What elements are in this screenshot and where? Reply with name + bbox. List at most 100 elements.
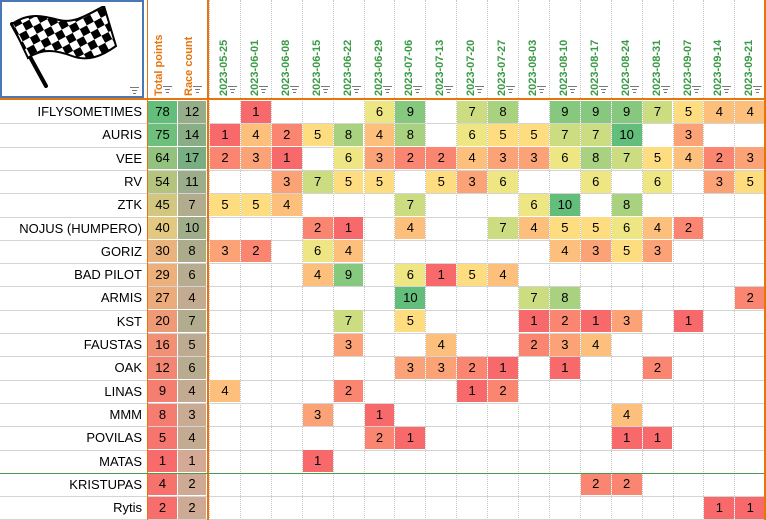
pilot-name: Rytis bbox=[113, 500, 142, 516]
date-header: 2023-08-03 bbox=[527, 39, 539, 96]
filter-dropdown-icon[interactable] bbox=[163, 85, 172, 94]
pilot-name: MATAS bbox=[99, 453, 142, 469]
filter-dropdown-icon[interactable] bbox=[228, 85, 237, 94]
filter-dropdown-icon[interactable] bbox=[475, 85, 485, 94]
race-result-cell: 9 bbox=[580, 100, 611, 123]
row-divider bbox=[0, 286, 766, 288]
race-result-cell: 3 bbox=[426, 356, 457, 379]
filter-dropdown-icon[interactable] bbox=[506, 85, 516, 94]
race-result-cell: 10 bbox=[395, 287, 426, 309]
pilot-name: POVILAS bbox=[86, 430, 142, 446]
race-result-cell: 2 bbox=[271, 123, 302, 146]
race-result-cell: 9 bbox=[611, 100, 642, 123]
filter-dropdown-icon[interactable] bbox=[444, 85, 454, 94]
race-result-cell: 2 bbox=[704, 147, 735, 170]
filter-dropdown-icon[interactable] bbox=[193, 85, 202, 94]
race-count-cell: 7 bbox=[178, 193, 206, 216]
grid-column-line bbox=[270, 0, 272, 520]
race-result-cell: 3 bbox=[642, 240, 673, 263]
race-result-cell: 3 bbox=[611, 310, 642, 333]
race-result-cell: 8 bbox=[549, 287, 580, 309]
grid-column-line bbox=[487, 0, 489, 520]
date-header: 2023-08-10 bbox=[557, 39, 570, 96]
grid-column-line bbox=[363, 0, 365, 520]
race-result-cell: 5 bbox=[673, 100, 704, 123]
race-result-cell: 8 bbox=[611, 193, 642, 216]
race-result-cell: 7 bbox=[457, 100, 488, 123]
orange-right-border bbox=[764, 0, 766, 520]
race-result-cell: 4 bbox=[364, 123, 395, 146]
race-result-cell: 1 bbox=[642, 426, 673, 449]
filter-dropdown-icon[interactable] bbox=[598, 85, 608, 94]
race-result-cell: 2 bbox=[735, 287, 766, 309]
race-result-cell: 6 bbox=[302, 240, 333, 263]
row-divider bbox=[0, 123, 766, 125]
race-result-cell: 3 bbox=[549, 333, 580, 356]
filter-dropdown-icon[interactable] bbox=[130, 86, 139, 95]
filter-dropdown-icon[interactable] bbox=[413, 85, 423, 94]
race-result-cell: 6 bbox=[642, 170, 673, 193]
race-result-cell: 4 bbox=[271, 193, 302, 216]
row-divider bbox=[0, 263, 766, 265]
race-result-cell: 1 bbox=[271, 147, 302, 170]
race-result-cell: 3 bbox=[704, 170, 735, 193]
race-result-cell: 7 bbox=[302, 170, 333, 193]
filter-dropdown-icon[interactable] bbox=[753, 85, 763, 94]
total-points-cell: 4 bbox=[148, 473, 177, 496]
race-result-cell: 3 bbox=[457, 170, 488, 193]
filter-dropdown-icon[interactable] bbox=[289, 85, 299, 94]
grid-column-line bbox=[301, 0, 303, 520]
filter-dropdown-icon[interactable] bbox=[258, 85, 268, 94]
pilot-name: KST bbox=[116, 313, 142, 329]
date-header: 2023-09-07 bbox=[681, 39, 694, 96]
filter-dropdown-icon[interactable] bbox=[382, 85, 392, 94]
filter-dropdown-icon[interactable] bbox=[629, 85, 639, 94]
race-result-cell: 2 bbox=[519, 333, 549, 356]
filter-dropdown-icon[interactable] bbox=[351, 85, 361, 94]
grid-column-line bbox=[425, 0, 427, 520]
orange-column-divider bbox=[207, 0, 209, 520]
race-result-cell: 7 bbox=[333, 310, 364, 333]
pilot-name: RV bbox=[124, 173, 142, 189]
filter-dropdown-icon[interactable] bbox=[320, 85, 330, 94]
filter-dropdown-icon[interactable] bbox=[537, 85, 546, 94]
race-result-cell: 3 bbox=[673, 123, 704, 146]
race-result-cell: 6 bbox=[395, 263, 426, 286]
race-count-header: Race count bbox=[183, 36, 195, 96]
race-result-cell: 1 bbox=[519, 310, 549, 333]
date-header: 2023-08-17 bbox=[588, 39, 601, 96]
pilot-name: LINAS bbox=[104, 383, 142, 399]
race-result-cell: 6 bbox=[333, 147, 364, 170]
race-result-cell: 5 bbox=[302, 123, 333, 146]
race-result-cell: 6 bbox=[364, 100, 395, 123]
race-result-cell: 1 bbox=[549, 356, 580, 379]
race-result-cell: 3 bbox=[364, 147, 395, 170]
filter-dropdown-icon[interactable] bbox=[722, 85, 732, 94]
logo-box bbox=[0, 0, 144, 98]
race-result-cell: 5 bbox=[210, 193, 240, 216]
total-points-cell: 8 bbox=[148, 403, 177, 426]
total-points-cell: 30 bbox=[148, 240, 177, 263]
grid-column-line bbox=[209, 0, 210, 520]
race-result-cell: 1 bbox=[735, 496, 766, 519]
race-count-cell: 2 bbox=[178, 496, 206, 519]
race-count-cell: 2 bbox=[178, 473, 206, 496]
race-result-cell: 6 bbox=[580, 170, 611, 193]
date-header: 2023-05-25 bbox=[218, 39, 230, 96]
race-result-cell: 1 bbox=[210, 123, 240, 146]
filter-dropdown-icon[interactable] bbox=[567, 85, 577, 94]
date-header: 2023-07-06 bbox=[403, 39, 416, 96]
race-result-cell: 1 bbox=[704, 496, 735, 519]
race-result-cell: 9 bbox=[333, 263, 364, 286]
pilot-name: NOJUS (HUMPERO) bbox=[19, 220, 142, 236]
filter-dropdown-icon[interactable] bbox=[660, 85, 670, 94]
grid-column-line bbox=[579, 0, 581, 520]
race-count-cell: 4 bbox=[178, 426, 206, 449]
race-result-cell: 5 bbox=[611, 240, 642, 263]
race-result-cell: 4 bbox=[642, 217, 673, 240]
race-result-cell: 1 bbox=[395, 426, 426, 449]
race-result-cell: 1 bbox=[364, 403, 395, 426]
race-result-cell: 2 bbox=[302, 217, 333, 240]
filter-dropdown-icon[interactable] bbox=[691, 85, 701, 94]
race-result-cell: 3 bbox=[240, 147, 271, 170]
